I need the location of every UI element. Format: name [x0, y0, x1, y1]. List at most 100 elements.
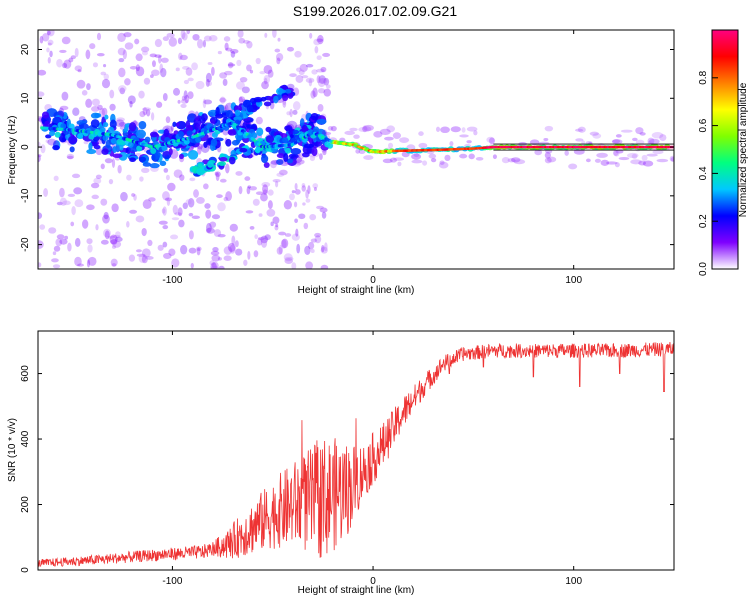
spectral-blob [151, 154, 156, 161]
spectral-blob [179, 174, 185, 181]
spectral-blob [251, 132, 258, 139]
spectral-blob [135, 249, 142, 253]
spectral-blob [142, 107, 152, 111]
spectral-blob [613, 150, 620, 157]
spectral-blob [219, 97, 227, 103]
spectral-blob [275, 223, 279, 228]
spectral-blob [61, 91, 69, 101]
spectral-blob [261, 154, 269, 164]
spectral-blob [249, 69, 254, 74]
spectral-blob [313, 126, 320, 133]
spectral-blob [203, 99, 213, 105]
spectral-blob [172, 121, 177, 128]
spectral-blob [230, 50, 236, 58]
spectral-blob [91, 194, 99, 200]
spectral-blob [444, 154, 451, 162]
spectral-blob [501, 157, 510, 164]
spectral-blob [594, 158, 601, 163]
spectral-blob [191, 62, 198, 71]
spectral-blob [253, 250, 259, 258]
spectral-blob [317, 78, 326, 88]
spectral-blob [292, 101, 301, 111]
spectral-blob [305, 198, 311, 203]
spectral-blob [210, 265, 219, 269]
spectral-blob [363, 124, 374, 131]
spectral-blob [206, 222, 212, 233]
spectral-blob [45, 134, 52, 139]
spectral-blob [70, 55, 76, 60]
spectral-blob [388, 142, 394, 149]
spectral-blob [168, 248, 176, 257]
spectral-blob [95, 147, 103, 156]
spectral-blob [235, 171, 243, 176]
spectral-blob [173, 87, 181, 96]
spectral-blob [219, 72, 228, 79]
spectral-blob [277, 89, 286, 94]
spectral-blob [162, 225, 169, 230]
spectral-blob [66, 155, 74, 159]
spectral-blob [162, 206, 167, 216]
spectral-blob [163, 128, 170, 138]
spectral-blob [38, 69, 47, 76]
spectral-blob [238, 96, 243, 106]
spectral-blob [118, 151, 128, 161]
spectral-blob [320, 246, 328, 254]
spectral-blob [316, 205, 324, 210]
spectral-blob [436, 126, 441, 132]
spectral-blob [38, 212, 43, 219]
spectral-blob [247, 250, 251, 260]
spectral-blob [259, 70, 266, 75]
spectral-blob [635, 139, 645, 145]
spectral-blob [87, 244, 93, 253]
spectral-blob [129, 66, 138, 70]
spectral-blob [315, 68, 325, 73]
snr-frame [37, 330, 675, 571]
spectral-blob [418, 142, 428, 149]
spectral-blob [261, 80, 269, 90]
spectral-blob [115, 231, 121, 238]
spectral-blob [141, 46, 150, 53]
spectral-blob [188, 212, 194, 217]
spectral-blob [99, 127, 106, 134]
spectral-blob [223, 36, 231, 42]
spectral-blob [635, 127, 644, 135]
spectral-blob [185, 67, 193, 76]
spectral-blob [652, 149, 664, 155]
spectral-blob [237, 30, 244, 38]
spectral-blob [73, 187, 83, 195]
spectral-blob [180, 98, 189, 104]
spectral-blob [311, 69, 318, 75]
x-tick-label: 0 [370, 576, 376, 587]
spectral-blob [83, 140, 89, 145]
spectral-blob [294, 218, 298, 224]
spectral-blob [191, 215, 201, 220]
spectral-blob [276, 57, 281, 65]
spectral-blob [313, 38, 321, 46]
spectral-blob [213, 229, 222, 238]
spectral-blob [136, 145, 143, 152]
spectral-blob [193, 189, 199, 198]
spectral-blob [90, 105, 100, 112]
spectral-blob [320, 66, 327, 73]
spectral-blob [45, 139, 50, 143]
spectral-blob [575, 128, 584, 132]
spectral-blob [284, 89, 292, 94]
spectral-blob [592, 133, 602, 139]
spectral-blob [118, 85, 127, 93]
spectral-blob [272, 216, 280, 225]
spectral-blob [327, 126, 334, 131]
spectral-blob [320, 264, 329, 269]
colorbar-gradient [711, 29, 739, 270]
spectral-blob [63, 59, 72, 69]
spectral-blob [281, 238, 289, 249]
spectral-blob [257, 238, 263, 246]
spectral-blob [289, 108, 293, 118]
spectral-blob [389, 157, 397, 163]
spectral-blob [267, 69, 274, 78]
spectral-blob [53, 245, 61, 252]
spectral-blob [111, 245, 117, 249]
spectral-blob [656, 158, 669, 163]
spectral-blob [309, 32, 313, 39]
